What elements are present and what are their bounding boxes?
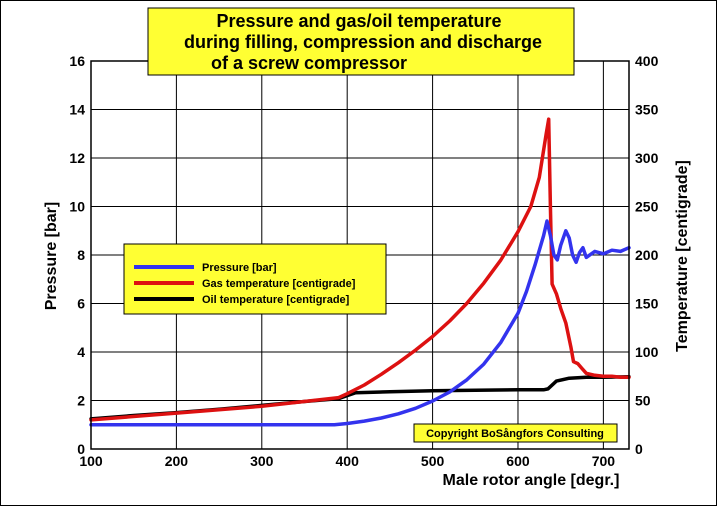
y-left-tick-label: 0 — [77, 441, 85, 457]
x-tick-label: 600 — [506, 453, 530, 469]
y-right-tick-label: 50 — [635, 393, 651, 409]
x-axis-label: Male rotor angle [degr.] — [443, 472, 620, 489]
x-tick-label: 700 — [592, 453, 616, 469]
y-right-tick-label: 150 — [635, 296, 659, 312]
y-right-tick-label: 250 — [635, 199, 659, 215]
x-tick-label: 300 — [250, 453, 274, 469]
title-line-2: during filling, compression and discharg… — [184, 32, 542, 52]
y-left-tick-label: 2 — [77, 393, 85, 409]
y-left-tick-label: 10 — [69, 199, 85, 215]
y-left-tick-label: 8 — [77, 247, 85, 263]
series-line-1 — [89, 117, 631, 422]
y-right-tick-label: 0 — [635, 441, 643, 457]
y-right-tick-label: 350 — [635, 102, 659, 118]
y-left-tick-label: 16 — [69, 53, 85, 69]
y-left-tick-label: 4 — [77, 344, 85, 360]
y-left-axis-label: Pressure [bar] — [43, 202, 60, 311]
x-tick-label: 100 — [79, 453, 103, 469]
y-left-tick-label: 14 — [69, 102, 85, 118]
legend: Pressure [bar] Gas temperature [centigrad… — [123, 243, 387, 315]
legend-label-1: Gas temperature [centigrade] — [202, 278, 356, 290]
y-right-tick-label: 100 — [635, 344, 659, 360]
y-right-tick-label: 400 — [635, 53, 659, 69]
series-line-0 — [89, 219, 631, 427]
x-tick-label: 400 — [336, 453, 360, 469]
y-right-tick-label: 200 — [635, 247, 659, 263]
y-right-tick-labels: 0 50 100 150 200 250 300 350 400 — [635, 53, 659, 457]
copyright-text: Copyright BoSångfors Consulting — [426, 428, 604, 440]
y-left-tick-label: 12 — [69, 150, 85, 166]
x-tick-labels: 100 200 300 400 500 600 700 — [79, 453, 615, 469]
title-box: Pressure and gas/oil temperature during … — [147, 7, 575, 76]
x-tick-label: 200 — [165, 453, 189, 469]
y-left-tick-labels: 0 2 4 6 8 10 12 14 16 — [69, 53, 85, 457]
y-left-tick-label: 6 — [77, 296, 85, 312]
title-line-1: Pressure and gas/oil temperature — [216, 11, 501, 31]
legend-label-2: Oil temperature [centigrade] — [202, 294, 350, 306]
series-layer — [89, 117, 631, 427]
y-right-tick-label: 300 — [635, 150, 659, 166]
copyright-box: Copyright BoSångfors Consulting — [413, 423, 618, 443]
y-right-axis-label: Temperature [centigrade] — [674, 160, 691, 352]
title-line-3: of a screw compressor — [211, 53, 407, 73]
legend-label-0: Pressure [bar] — [202, 262, 277, 274]
x-tick-label: 500 — [421, 453, 445, 469]
legend-box — [123, 243, 387, 315]
